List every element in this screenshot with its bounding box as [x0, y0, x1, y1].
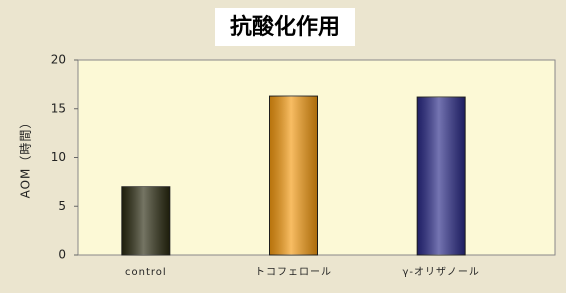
bar-shine	[417, 97, 465, 255]
x-tick-label: トコフェロール	[255, 267, 332, 278]
y-tick-label: 5	[58, 199, 66, 213]
bar-shine	[122, 187, 170, 255]
y-tick-label: 10	[51, 150, 66, 164]
y-tick-label: 20	[51, 53, 66, 67]
chart-title: 抗酸化作用	[230, 14, 340, 40]
y-tick-label: 15	[51, 101, 66, 115]
chart: 抗酸化作用 AOM（時間） 0 5 10 15 20 control トコフェロール γ-オリ…	[0, 0, 566, 293]
x-tick-label: γ-オリザノール	[403, 266, 480, 278]
x-tick-label: control	[125, 267, 167, 278]
bar-shine	[270, 96, 318, 255]
y-tick-label: 0	[58, 248, 66, 262]
y-axis-label: AOM（時間）	[19, 116, 33, 199]
